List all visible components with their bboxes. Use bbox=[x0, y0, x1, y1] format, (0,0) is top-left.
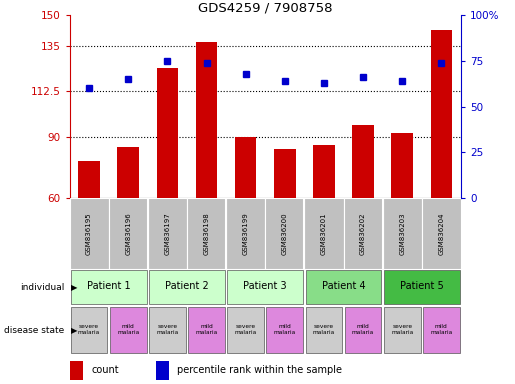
Bar bbox=[71, 307, 108, 353]
Text: ▶: ▶ bbox=[71, 283, 77, 291]
Text: mild
malaria: mild malaria bbox=[117, 324, 140, 334]
Bar bbox=[188, 307, 225, 353]
Bar bbox=[384, 270, 460, 304]
Text: GSM836197: GSM836197 bbox=[164, 212, 170, 255]
Bar bbox=[149, 307, 186, 353]
Text: percentile rank within the sample: percentile rank within the sample bbox=[177, 364, 342, 375]
Bar bbox=[149, 270, 225, 304]
Bar bbox=[345, 307, 382, 353]
Text: Patient 4: Patient 4 bbox=[322, 281, 365, 291]
Text: severe
malaria: severe malaria bbox=[313, 324, 335, 334]
Text: GSM836198: GSM836198 bbox=[203, 212, 210, 255]
Bar bbox=[304, 198, 344, 269]
Text: Patient 5: Patient 5 bbox=[400, 281, 443, 291]
Text: GSM836199: GSM836199 bbox=[243, 212, 249, 255]
Bar bbox=[148, 198, 187, 269]
Bar bbox=[70, 198, 109, 269]
Text: Patient 2: Patient 2 bbox=[165, 281, 209, 291]
Bar bbox=[352, 125, 374, 198]
Bar bbox=[384, 307, 421, 353]
Text: GSM836196: GSM836196 bbox=[125, 212, 131, 255]
Text: severe
malaria: severe malaria bbox=[234, 324, 257, 334]
Text: GSM836203: GSM836203 bbox=[399, 212, 405, 255]
Bar bbox=[196, 42, 217, 198]
Bar bbox=[305, 270, 382, 304]
Bar bbox=[110, 307, 147, 353]
Bar bbox=[383, 198, 422, 269]
Text: count: count bbox=[91, 364, 118, 375]
Bar bbox=[265, 198, 304, 269]
Bar bbox=[156, 361, 169, 380]
Text: GSM836201: GSM836201 bbox=[321, 212, 327, 255]
Bar bbox=[274, 149, 296, 198]
Bar bbox=[423, 307, 460, 353]
Bar bbox=[78, 161, 100, 198]
Bar bbox=[344, 198, 383, 269]
Bar bbox=[422, 198, 461, 269]
Text: severe
malaria: severe malaria bbox=[78, 324, 100, 334]
Bar bbox=[227, 270, 303, 304]
Bar bbox=[431, 30, 452, 198]
Text: mild
malaria: mild malaria bbox=[195, 324, 218, 334]
Text: disease state: disease state bbox=[4, 326, 64, 335]
Bar bbox=[187, 198, 226, 269]
Bar bbox=[227, 307, 264, 353]
Title: GDS4259 / 7908758: GDS4259 / 7908758 bbox=[198, 1, 333, 14]
Text: severe
malaria: severe malaria bbox=[391, 324, 414, 334]
Bar bbox=[117, 147, 139, 198]
Text: mild
malaria: mild malaria bbox=[352, 324, 374, 334]
Text: GSM836200: GSM836200 bbox=[282, 212, 288, 255]
Bar bbox=[305, 307, 342, 353]
Bar bbox=[313, 145, 335, 198]
Bar bbox=[266, 307, 303, 353]
Bar bbox=[391, 133, 413, 198]
Text: ▶: ▶ bbox=[71, 326, 77, 335]
Bar bbox=[226, 198, 265, 269]
Bar bbox=[235, 137, 256, 198]
Text: Patient 1: Patient 1 bbox=[87, 281, 130, 291]
Text: severe
malaria: severe malaria bbox=[156, 324, 179, 334]
Text: mild
malaria: mild malaria bbox=[430, 324, 453, 334]
Bar bbox=[71, 270, 147, 304]
Bar bbox=[70, 361, 83, 380]
Text: Patient 3: Patient 3 bbox=[244, 281, 287, 291]
Bar bbox=[157, 68, 178, 198]
Text: GSM836204: GSM836204 bbox=[438, 212, 444, 255]
Bar bbox=[109, 198, 148, 269]
Text: GSM836195: GSM836195 bbox=[86, 212, 92, 255]
Text: individual: individual bbox=[20, 283, 64, 291]
Text: GSM836202: GSM836202 bbox=[360, 212, 366, 255]
Text: mild
malaria: mild malaria bbox=[273, 324, 296, 334]
